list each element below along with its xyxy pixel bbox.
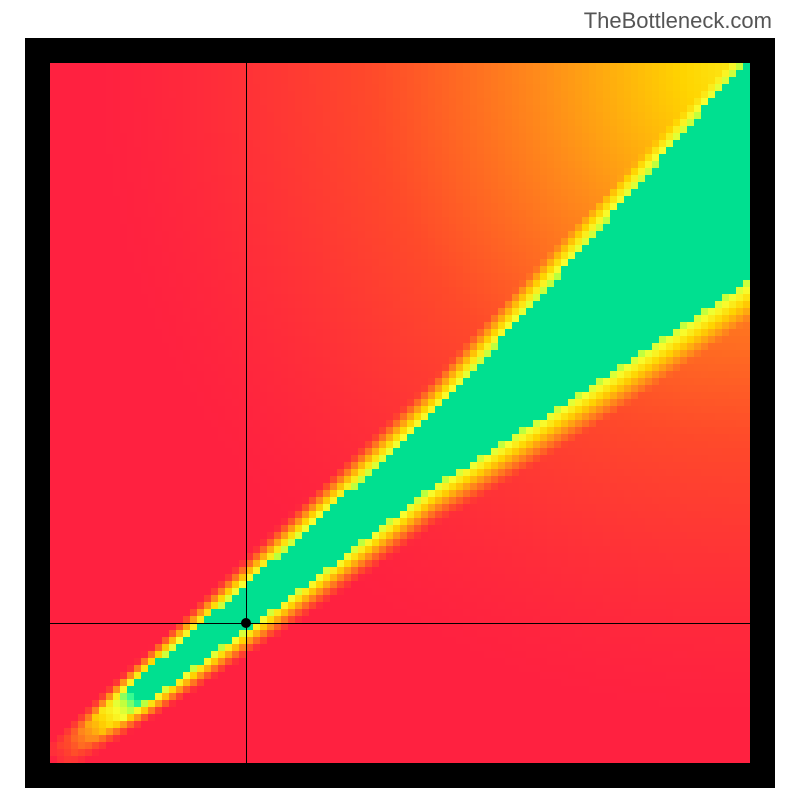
heatmap-plot xyxy=(50,63,750,763)
crosshair-vertical xyxy=(246,63,247,763)
marker-dot xyxy=(241,618,251,628)
plot-frame-top xyxy=(25,38,775,63)
crosshair-horizontal xyxy=(50,623,750,624)
plot-frame-left xyxy=(25,38,50,788)
watermark-text: TheBottleneck.com xyxy=(584,8,772,34)
plot-frame-bottom xyxy=(25,763,775,788)
heatmap-canvas xyxy=(50,63,750,763)
plot-frame-right xyxy=(750,38,775,788)
